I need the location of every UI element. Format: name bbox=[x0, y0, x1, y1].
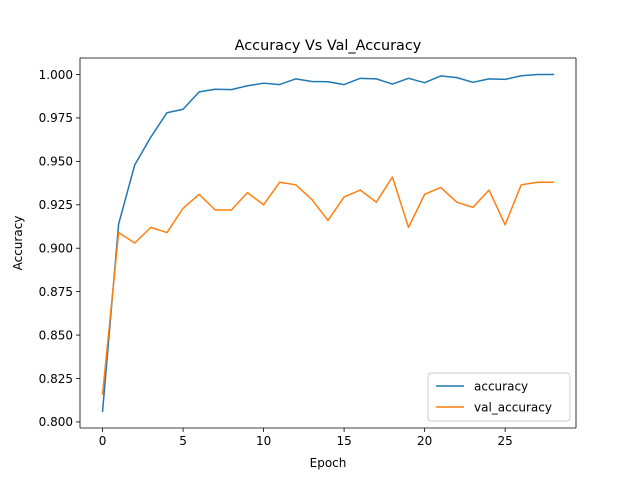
series-line-accuracy bbox=[101, 73, 555, 413]
x-axis-label: Epoch bbox=[310, 456, 347, 470]
x-tick-label: 25 bbox=[498, 434, 513, 448]
x-tick-label: 0 bbox=[99, 434, 107, 448]
y-tick-label: 0.925 bbox=[39, 198, 73, 212]
y-tick-label: 0.875 bbox=[39, 285, 73, 299]
y-tick-label: 1.000 bbox=[39, 68, 73, 82]
y-axis-label: Accuracy bbox=[11, 216, 25, 271]
series-line-val-accuracy bbox=[101, 176, 555, 395]
legend-label-accuracy: accuracy bbox=[474, 379, 528, 393]
legend-box bbox=[427, 372, 571, 422]
y-tick-label: 0.825 bbox=[39, 372, 73, 386]
x-tick-label: 20 bbox=[417, 434, 432, 448]
y-tick-label: 0.800 bbox=[39, 415, 73, 429]
x-tick-label: 5 bbox=[179, 434, 187, 448]
legend-label-val-accuracy: val_accuracy bbox=[474, 400, 552, 414]
y-tick-label: 0.850 bbox=[39, 328, 73, 342]
y-tick-label: 0.900 bbox=[39, 242, 73, 256]
chart-title: Accuracy Vs Val_Accuracy bbox=[235, 38, 422, 54]
y-tick-label: 0.975 bbox=[39, 111, 73, 125]
legend: accuracy val_accuracy bbox=[427, 372, 571, 422]
x-tick-label: 10 bbox=[256, 434, 271, 448]
y-tick-label: 0.950 bbox=[39, 155, 73, 169]
plot-area: 0 5 10 15 20 25 0.800 0.825 0.850 0.875 0.900 0.925… bbox=[39, 57, 577, 448]
x-tick-label: 15 bbox=[336, 434, 351, 448]
